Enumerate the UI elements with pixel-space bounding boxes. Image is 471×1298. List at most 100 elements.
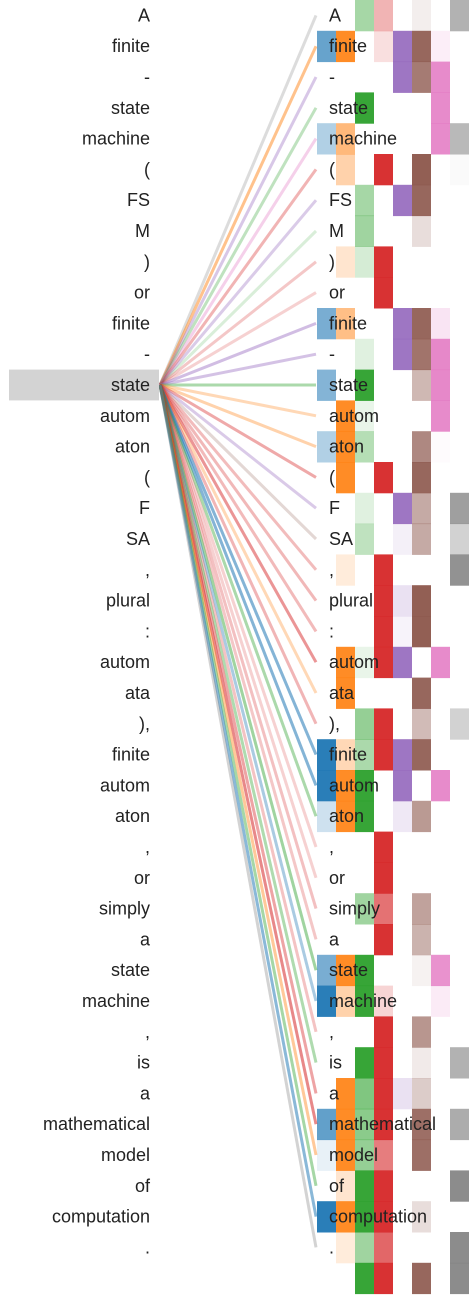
source-token[interactable]: is [137, 1053, 150, 1073]
source-token[interactable]: finite [112, 36, 150, 56]
target-token[interactable]: autom [329, 652, 379, 672]
source-token[interactable]: simply [99, 899, 150, 919]
target-token[interactable]: finite [329, 36, 367, 56]
source-token[interactable]: FS [127, 190, 150, 210]
attention-cell [431, 646, 450, 679]
source-token[interactable]: state [111, 375, 150, 395]
source-token[interactable]: mathematical [43, 1114, 150, 1134]
source-token[interactable]: autom [100, 652, 150, 672]
source-token[interactable]: computation [52, 1207, 150, 1227]
source-token[interactable]: state [111, 98, 150, 118]
target-token[interactable]: mathematical [329, 1114, 436, 1134]
target-token[interactable]: , [329, 1022, 334, 1042]
target-token[interactable]: M [329, 221, 344, 241]
attention-cell [336, 770, 355, 802]
target-token[interactable]: : [329, 621, 334, 641]
source-token[interactable]: M [135, 221, 150, 241]
source-token[interactable]: aton [115, 806, 150, 826]
attention-cell [412, 492, 431, 525]
target-token[interactable]: ( [329, 467, 335, 487]
attention-cell [374, 985, 393, 1017]
source-token[interactable]: state [111, 960, 150, 980]
selected-token-highlight [9, 369, 159, 401]
source-token[interactable]: - [144, 67, 150, 87]
target-token[interactable]: aton [329, 806, 364, 826]
target-token[interactable]: , [329, 837, 334, 857]
source-token[interactable]: ), [139, 714, 150, 734]
target-token[interactable]: or [329, 868, 345, 888]
attention-cell [431, 92, 450, 124]
source-token[interactable]: machine [82, 129, 150, 149]
target-token[interactable]: finite [329, 313, 367, 333]
target-token[interactable]: - [329, 344, 335, 364]
target-token[interactable]: is [329, 1053, 342, 1073]
target-token[interactable]: computation [329, 1207, 427, 1227]
target-token[interactable]: ), [329, 714, 340, 734]
attention-line [159, 383, 317, 510]
source-token[interactable]: ( [144, 467, 150, 487]
target-token[interactable]: finite [329, 745, 367, 765]
target-token[interactable]: of [329, 1176, 345, 1196]
attention-cell [393, 585, 412, 617]
source-token[interactable]: . [145, 1237, 150, 1257]
target-token[interactable]: a [329, 1083, 340, 1103]
source-token[interactable]: model [101, 1145, 150, 1165]
source-token[interactable]: machine [82, 991, 150, 1011]
target-token[interactable]: state [329, 375, 368, 395]
attention-cell [374, 739, 393, 771]
target-token[interactable]: aton [329, 437, 364, 457]
source-token[interactable]: - [144, 344, 150, 364]
source-token[interactable]: plural [106, 591, 150, 611]
source-token[interactable]: ata [125, 683, 151, 703]
source-token[interactable]: or [134, 283, 150, 303]
target-token[interactable]: SA [329, 529, 353, 549]
attention-line [158, 384, 318, 756]
target-token[interactable]: state [329, 960, 368, 980]
target-token[interactable]: autom [329, 406, 379, 426]
source-token[interactable]: F [139, 498, 150, 518]
target-token[interactable]: , [329, 560, 334, 580]
attention-cell [336, 739, 355, 771]
source-token[interactable]: finite [112, 313, 150, 333]
source-token[interactable]: A [138, 5, 150, 25]
source-token[interactable]: , [145, 560, 150, 580]
target-token[interactable]: A [329, 5, 341, 25]
target-token[interactable]: a [329, 929, 340, 949]
target-token[interactable]: ata [329, 683, 355, 703]
source-token[interactable]: aton [115, 437, 150, 457]
target-token[interactable]: ) [329, 252, 335, 272]
source-token[interactable]: finite [112, 745, 150, 765]
attention-cell [355, 1139, 374, 1171]
target-token[interactable]: state [329, 98, 368, 118]
source-token[interactable]: ) [144, 252, 150, 272]
source-token[interactable]: of [135, 1176, 151, 1196]
target-token[interactable]: ( [329, 159, 335, 179]
target-token[interactable]: F [329, 498, 340, 518]
source-token[interactable]: or [134, 868, 150, 888]
source-token[interactable]: ( [144, 159, 150, 179]
target-token[interactable]: - [329, 67, 335, 87]
source-token[interactable]: a [140, 929, 151, 949]
target-token[interactable]: FS [329, 190, 352, 210]
target-token[interactable]: plural [329, 591, 373, 611]
attention-line [158, 384, 318, 1063]
target-token[interactable]: machine [329, 129, 397, 149]
attention-cell [393, 308, 412, 340]
target-token[interactable]: autom [329, 775, 379, 795]
source-token[interactable]: : [145, 621, 150, 641]
attention-cell [374, 1201, 393, 1233]
attention-cell [450, 154, 469, 186]
source-token[interactable]: SA [126, 529, 150, 549]
source-token[interactable]: autom [100, 406, 150, 426]
attention-cell [412, 184, 431, 217]
source-token[interactable]: autom [100, 775, 150, 795]
target-token[interactable]: simply [329, 899, 380, 919]
source-token[interactable]: , [145, 837, 150, 857]
target-token[interactable]: . [329, 1237, 334, 1257]
source-token[interactable]: , [145, 1022, 150, 1042]
target-token[interactable]: model [329, 1145, 378, 1165]
attention-cell [431, 770, 450, 802]
target-token[interactable]: machine [329, 991, 397, 1011]
target-token[interactable]: or [329, 283, 345, 303]
source-token[interactable]: a [140, 1083, 151, 1103]
